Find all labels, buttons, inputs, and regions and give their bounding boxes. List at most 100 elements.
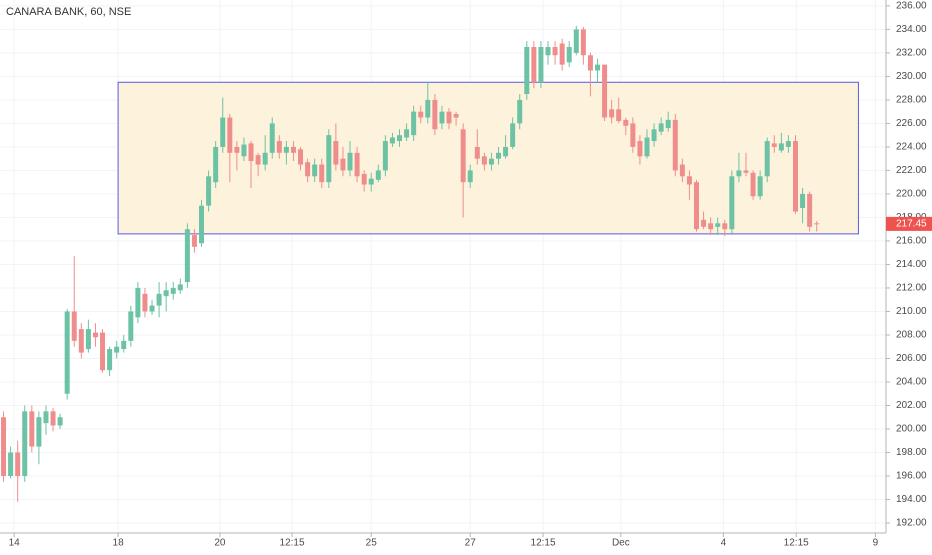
candle-body [298,149,304,165]
candle-body [432,99,438,130]
candle-body [191,235,197,247]
candle-body [757,176,763,197]
y-tick-label: 198.00 [896,447,927,458]
candle-body [234,146,240,153]
y-tick-label: 222.00 [896,165,927,176]
chart-title: CANARA BANK, 60, NSE [6,6,131,18]
candle-body [71,311,77,341]
candle-body [602,64,608,118]
y-tick-label: 224.00 [896,142,927,153]
x-tick-label: 18 [113,538,125,549]
candle-body [290,146,296,153]
candle-body [269,123,275,153]
x-tick-label: 9 [873,538,879,549]
candle-body [319,164,325,183]
candle-body [213,146,219,183]
x-tick-label: 12:15 [531,538,556,549]
y-tick-label: 216.00 [896,236,927,247]
candle-body [397,135,403,142]
x-tick-label: 12:15 [280,538,305,549]
candle-body [665,119,671,129]
candle-body [524,47,530,95]
candle-body [616,109,622,122]
candle-body [36,417,42,447]
candle-body [199,205,205,244]
candle-body [121,340,127,350]
y-tick-label: 220.00 [896,189,927,200]
candle-body [496,152,502,159]
candle-body [114,346,120,353]
candle-body [573,29,579,53]
candle-body [686,176,692,185]
y-tick-label: 204.00 [896,377,927,388]
y-tick-label: 228.00 [896,95,927,106]
candle-body [184,229,190,283]
x-tick-label: Dec [612,538,630,549]
candle-body [722,223,728,230]
candle-body [354,152,360,177]
candle-body [22,411,28,476]
y-tick-label: 206.00 [896,353,927,364]
candle-body [715,223,721,227]
candle-body [276,141,282,153]
y-tick-label: 232.00 [896,48,927,59]
candle-body [580,29,586,56]
candle-body [453,114,459,118]
candle-body [701,219,707,227]
y-tick-label: 236.00 [896,1,927,12]
candle-body [736,170,742,177]
candle-body [623,119,629,126]
candle-body [764,141,770,177]
candle-body [1,417,7,476]
candle-body [503,146,509,157]
candle-body [411,111,417,136]
candle-body [679,164,685,177]
candle-body [92,332,98,338]
x-tick-label: 20 [214,538,226,549]
candle-body [481,156,487,165]
candle-body [29,411,35,447]
candle-body [85,329,91,350]
candle-body [404,129,410,138]
candle-body [361,173,367,185]
candle-body [326,135,332,183]
candle-body [446,111,452,124]
y-tick-label: 210.00 [896,306,927,317]
candle-body [467,170,473,183]
candle-body [149,305,155,312]
candle-body [729,176,735,230]
last-price-badge [886,216,932,231]
candle-body [389,137,395,144]
candle-body [587,55,593,71]
y-tick-label: 202.00 [896,400,927,411]
candle-body [595,64,601,71]
y-tick-label: 230.00 [896,71,927,82]
candle-body [206,176,212,206]
candles [1,25,820,502]
candle-body [743,170,749,173]
candle-body [170,287,176,294]
candle-body [708,223,714,230]
candle-body [566,47,572,63]
candle-body [375,170,381,180]
candle-body [64,311,70,394]
candle-body [382,141,388,171]
candle-body [609,109,615,118]
candle-body [50,411,56,426]
candle-body [814,223,820,225]
candle-body [771,143,777,147]
candle-body [425,99,431,118]
candle-body [220,117,226,147]
candle-body [8,452,14,476]
candle-body [750,172,756,197]
candle-body [78,329,84,353]
candle-body [559,43,565,65]
candle-body [248,143,254,162]
candle-body [460,129,466,183]
candle-body [658,123,664,132]
candle-body [128,311,134,341]
candle-body [347,152,353,171]
x-tick-label: 14 [9,538,21,549]
y-tick-label: 226.00 [896,118,927,129]
